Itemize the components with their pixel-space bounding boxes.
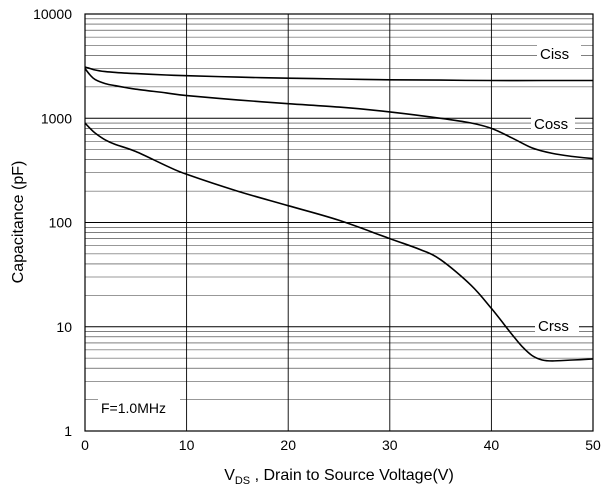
x-tick-label: 50 <box>585 437 601 453</box>
y-tick-label: 1 <box>64 423 72 439</box>
x-tick-label: 0 <box>81 437 89 453</box>
series-coss-line <box>84 68 594 160</box>
series-coss-label-bg <box>531 115 575 134</box>
frequency-annotation: F=1.0MHz <box>98 397 180 419</box>
x-tick-label: 30 <box>382 437 398 453</box>
y-tick-label: 10 <box>56 319 72 335</box>
x-axis-title: VDS , Drain to Source Voltage(V) <box>224 467 454 487</box>
x-tick-label: 40 <box>484 437 500 453</box>
grid <box>85 14 593 431</box>
y-tick-label: 1000 <box>41 110 72 126</box>
frequency-annotation-text: F=1.0MHz <box>101 400 166 416</box>
tick-labels: 0 10 20 30 40 50 1 10 100 1000 10000 <box>33 6 601 453</box>
x-axis-title-sub: DS <box>235 475 250 487</box>
y-tick-label: 100 <box>49 215 73 231</box>
plot-frame <box>84 13 594 432</box>
x-axis-title-main: V <box>224 467 235 484</box>
curves <box>84 66 594 362</box>
y-tick-label: 10000 <box>33 6 72 22</box>
series-crss-label-bg <box>535 317 579 336</box>
curve-labels: Ciss Coss Crss <box>531 45 581 336</box>
series-ciss-line <box>84 66 593 82</box>
series-ciss-label-bg <box>537 45 581 64</box>
series-crss-line <box>84 122 594 362</box>
x-tick-label: 20 <box>280 437 296 453</box>
y-axis-title: Capacitance (pF) <box>10 161 27 284</box>
series-coss-label: Coss <box>534 116 568 133</box>
x-axis-title-rest: , Drain to Source Voltage(V) <box>250 467 454 484</box>
series-ciss-label: Ciss <box>540 46 569 63</box>
x-tick-label: 10 <box>179 437 195 453</box>
series-crss-label: Crss <box>538 318 569 335</box>
